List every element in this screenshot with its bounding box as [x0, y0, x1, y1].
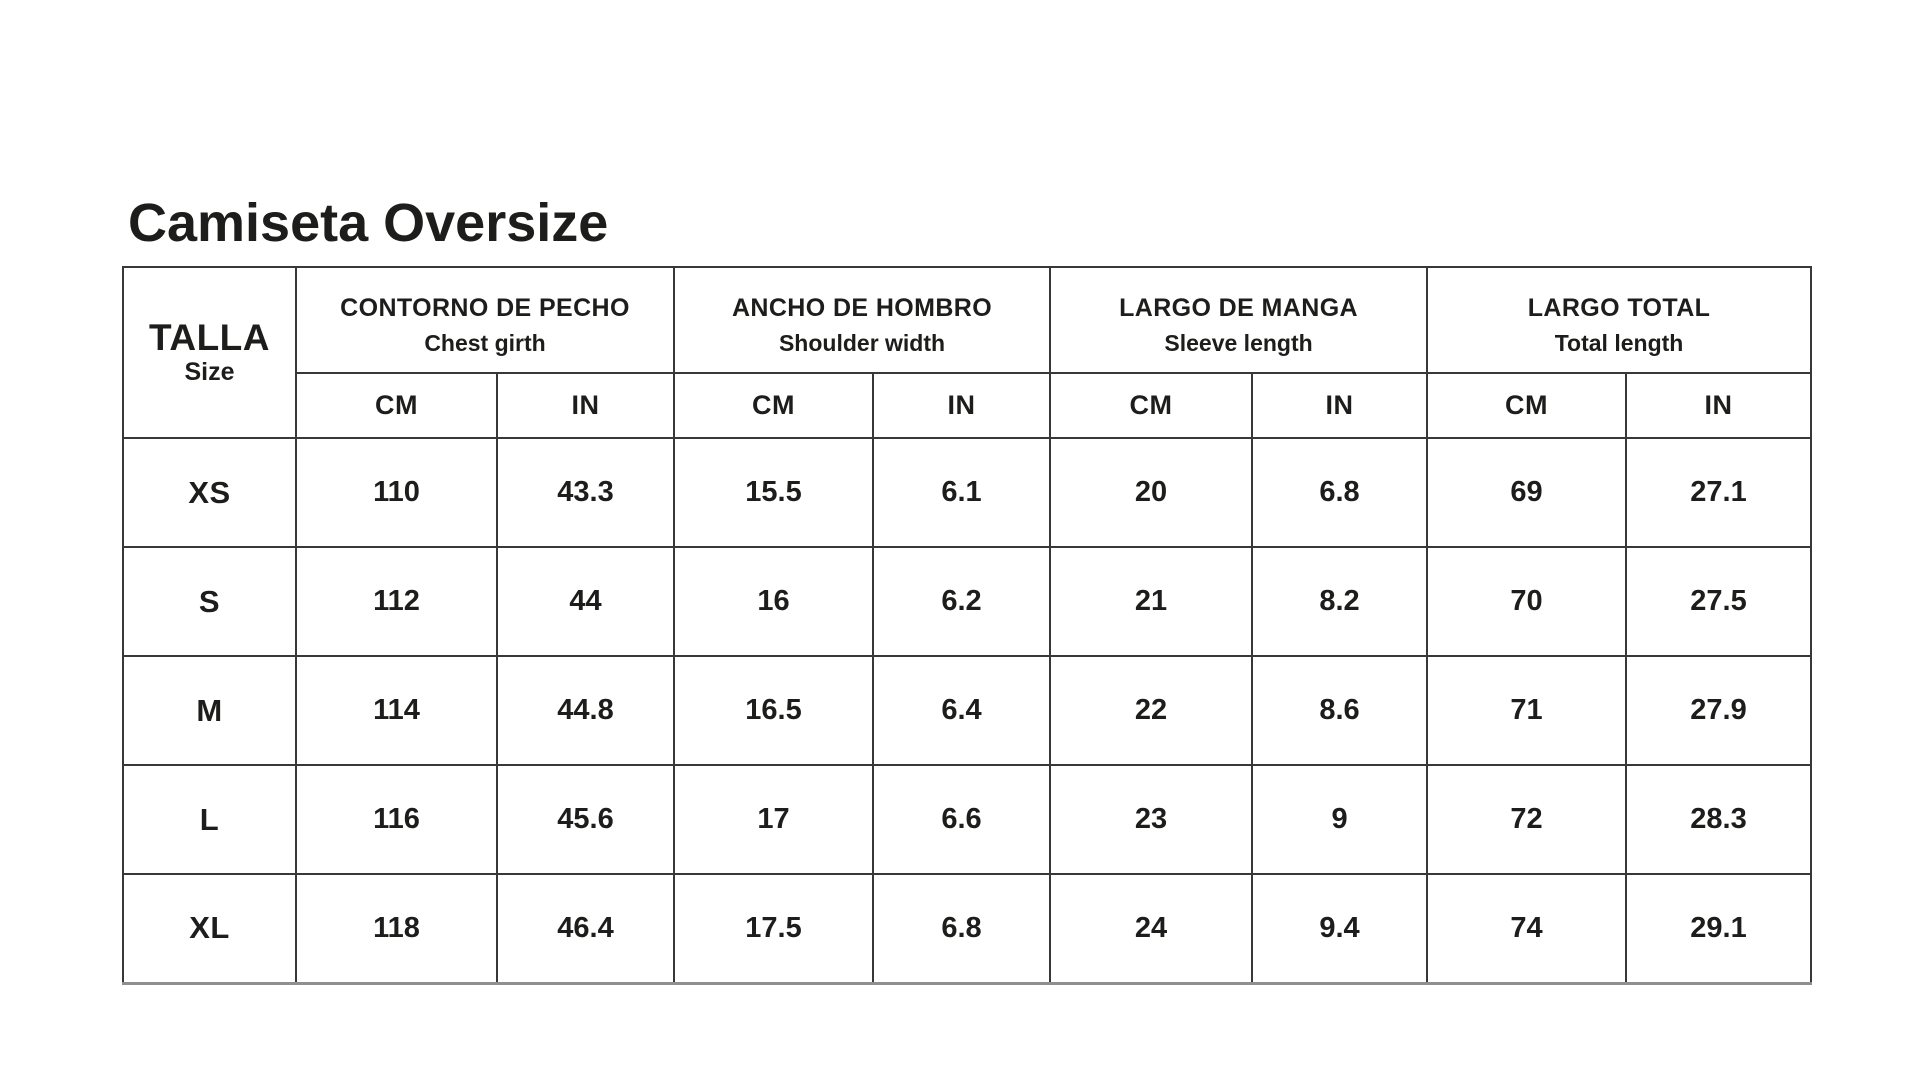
value-cell: 6.4 — [872, 655, 1052, 766]
value-cell: 44.8 — [495, 655, 676, 766]
value-cell: 15.5 — [673, 437, 875, 548]
unit-header-cm: CM — [1426, 372, 1628, 439]
value-cell: 6.1 — [872, 437, 1052, 548]
size-chart-table: TALLA Size CONTORNO DE PECHO Chest girth… — [122, 266, 1813, 985]
value-cell: 45.6 — [495, 764, 676, 875]
unit-header-in: IN — [872, 372, 1052, 439]
size-label: L — [122, 764, 297, 875]
value-cell: 116 — [295, 764, 498, 875]
size-label: XS — [122, 437, 297, 548]
group-header-row: TALLA Size CONTORNO DE PECHO Chest girth… — [122, 266, 1813, 439]
value-cell: 110 — [295, 437, 498, 548]
group-header-shoulder-en: Shoulder width — [778, 329, 946, 356]
value-cell: 20 — [1049, 437, 1254, 548]
value-cell: 71 — [1426, 655, 1628, 766]
value-cell: 70 — [1426, 546, 1628, 657]
value-cell: 9.4 — [1251, 873, 1429, 984]
value-cell: 6.2 — [872, 546, 1052, 657]
unit-header-in: IN — [1625, 372, 1813, 439]
value-cell: 43.3 — [495, 437, 676, 548]
table-row-m: M 114 44.8 16.5 6.4 22 8.6 71 27.9 — [122, 655, 1813, 766]
value-cell: 28.3 — [1625, 764, 1813, 875]
group-header-sleeve: LARGO DE MANGA Sleeve length — [1049, 266, 1429, 374]
value-cell: 44 — [495, 546, 676, 657]
unit-header-cm: CM — [295, 372, 498, 439]
table-row-l: L 116 45.6 17 6.6 23 9 72 28.3 — [122, 764, 1813, 875]
group-header-total-en: Total length — [1554, 329, 1684, 356]
unit-header-in: IN — [495, 372, 676, 439]
size-column-header: TALLA Size — [122, 266, 297, 439]
value-cell: 72 — [1426, 764, 1628, 875]
unit-header-cm: CM — [1049, 372, 1254, 439]
table-row-xl: XL 118 46.4 17.5 6.8 24 9.4 74 29.1 — [122, 873, 1813, 984]
value-cell: 16 — [673, 546, 875, 657]
unit-header-in: IN — [1251, 372, 1429, 439]
unit-header-row: CM IN CM IN CM IN CM IN — [123, 372, 1813, 439]
value-cell: 118 — [295, 873, 498, 984]
size-header-secondary: Size — [184, 358, 235, 387]
size-label: XL — [122, 873, 297, 984]
value-cell: 114 — [295, 655, 498, 766]
value-cell: 6.8 — [872, 873, 1052, 984]
group-header-chest-es: CONTORNO DE PECHO — [340, 293, 630, 322]
value-cell: 23 — [1049, 764, 1254, 875]
value-cell: 16.5 — [673, 655, 875, 766]
unit-header-cm: CM — [673, 372, 875, 439]
value-cell: 46.4 — [495, 873, 676, 984]
value-cell: 27.5 — [1625, 546, 1813, 657]
value-cell: 21 — [1049, 546, 1254, 657]
value-cell: 22 — [1049, 655, 1254, 766]
size-label: S — [122, 546, 297, 657]
size-header-primary: TALLA — [149, 316, 270, 358]
group-header-sleeve-en: Sleeve length — [1164, 329, 1313, 356]
value-cell: 112 — [295, 546, 498, 657]
group-header-chest: CONTORNO DE PECHO Chest girth — [294, 266, 676, 374]
group-header-chest-en: Chest girth — [424, 329, 546, 356]
group-header-total: LARGO TOTAL Total length — [1426, 266, 1813, 374]
size-label: M — [122, 655, 297, 766]
group-header-total-es: LARGO TOTAL — [1527, 293, 1711, 322]
value-cell: 69 — [1426, 437, 1628, 548]
value-cell: 17.5 — [673, 873, 875, 984]
value-cell: 6.6 — [872, 764, 1052, 875]
value-cell: 24 — [1049, 873, 1254, 984]
page-title: Camiseta Oversize — [128, 193, 609, 253]
value-cell: 74 — [1426, 873, 1628, 984]
group-header-shoulder: ANCHO DE HOMBRO Shoulder width — [673, 266, 1052, 374]
table-row-s: S 112 44 16 6.2 21 8.2 70 27.5 — [122, 546, 1813, 657]
value-cell: 27.1 — [1625, 437, 1813, 548]
value-cell: 8.2 — [1251, 546, 1429, 657]
group-header-sleeve-es: LARGO DE MANGA — [1119, 293, 1358, 322]
value-cell: 9 — [1251, 764, 1429, 875]
table-row-xs: XS 110 43.3 15.5 6.1 20 6.8 69 27.1 — [122, 437, 1813, 548]
value-cell: 17 — [673, 764, 875, 875]
value-cell: 8.6 — [1251, 655, 1429, 766]
group-header-shoulder-es: ANCHO DE HOMBRO — [731, 293, 993, 322]
value-cell: 6.8 — [1251, 437, 1429, 548]
value-cell: 27.9 — [1625, 655, 1813, 766]
value-cell: 29.1 — [1625, 873, 1813, 984]
